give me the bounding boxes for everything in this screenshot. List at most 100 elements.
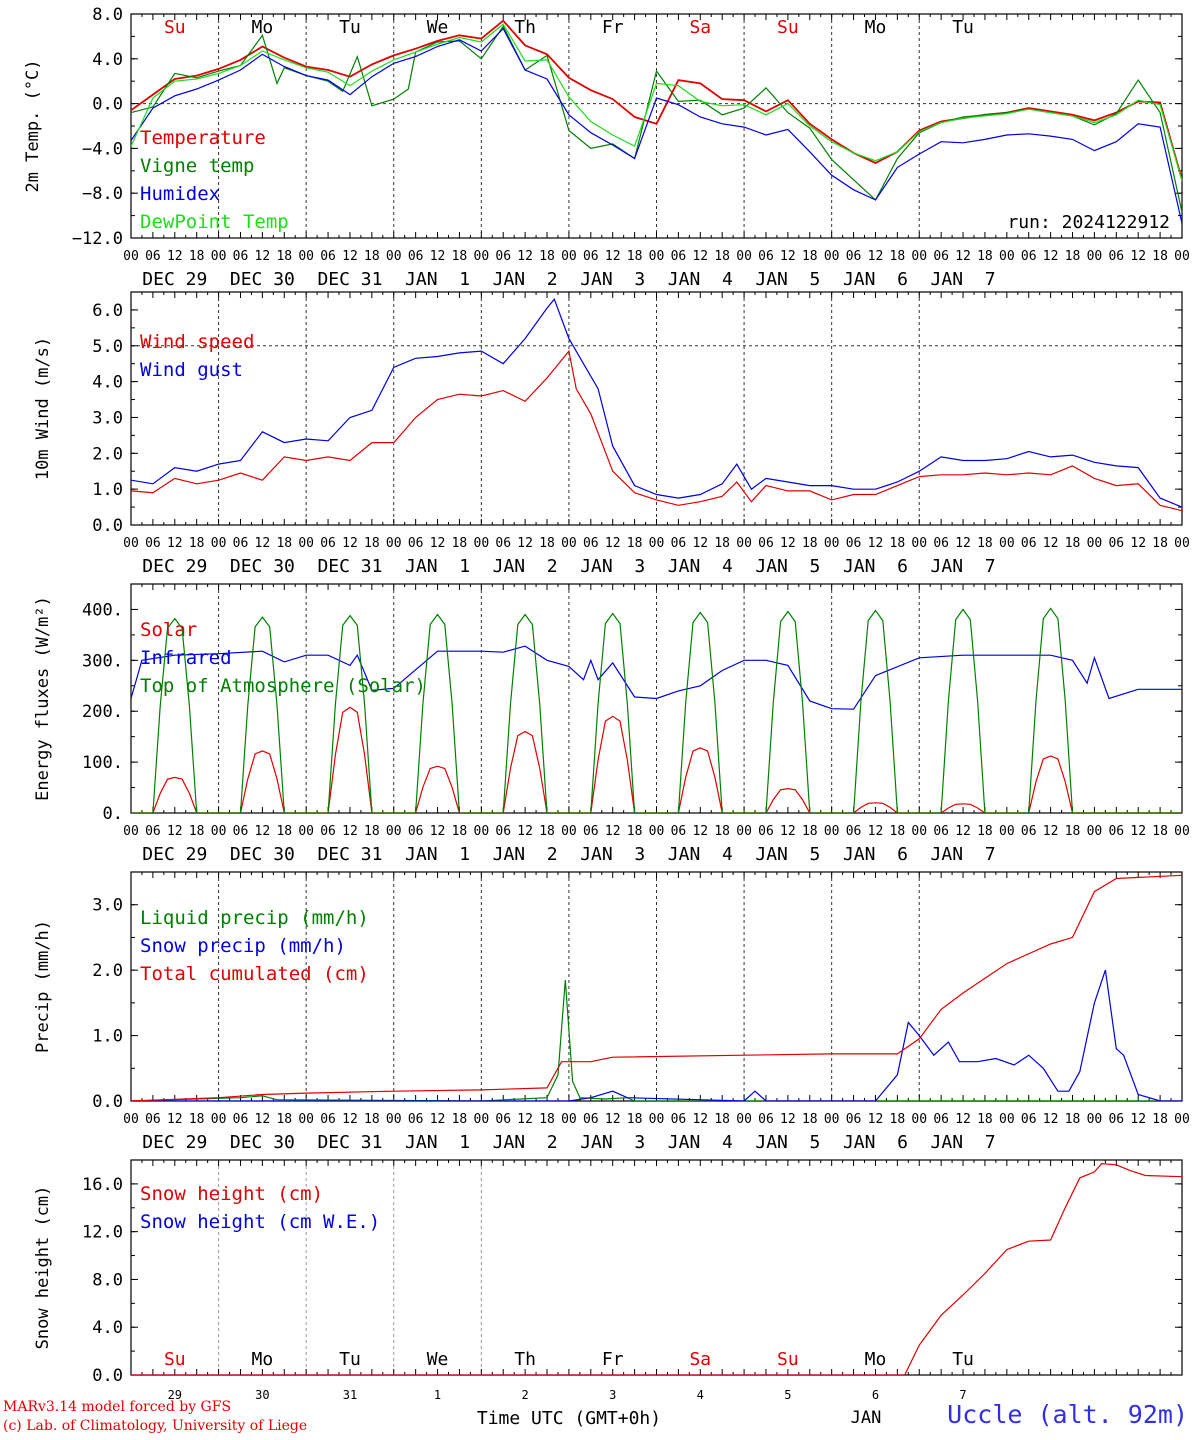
hour-tick-label: 18 — [714, 249, 730, 264]
series-line — [131, 969, 1182, 1101]
hour-tick-label: 18 — [452, 1112, 468, 1127]
day-of-week-label: Su — [777, 17, 799, 38]
hour-tick-label: 12 — [255, 824, 271, 839]
legend-entry: Humidex — [140, 183, 220, 205]
hour-tick-label: 06 — [671, 536, 687, 551]
hour-tick-label: 00 — [561, 824, 577, 839]
hour-tick-label: 06 — [583, 249, 599, 264]
credit-line-1: MARv3.14 model forced by GFS — [3, 1399, 232, 1415]
y-tick-label: 3.0 — [92, 408, 123, 428]
legend-entry: Vigne temp — [140, 155, 254, 177]
hour-tick-label: 18 — [1152, 824, 1168, 839]
hour-tick-label: 06 — [1108, 824, 1124, 839]
hour-tick-label: 00 — [211, 249, 227, 264]
hour-tick-label: 06 — [408, 824, 424, 839]
hour-tick-label: 00 — [911, 824, 927, 839]
y-tick-label: 0.0 — [92, 1366, 123, 1386]
day-of-week-label: We — [427, 17, 449, 38]
series-line — [131, 607, 1182, 813]
day-of-week-label: Su — [164, 17, 186, 38]
date-label: JAN 3 — [580, 1132, 645, 1153]
hour-tick-label: 18 — [364, 824, 380, 839]
hour-tick-label: 00 — [298, 536, 314, 551]
day-number-label: 1 — [434, 1388, 441, 1402]
hour-tick-label: 12 — [1043, 1112, 1059, 1127]
hour-tick-label: 18 — [452, 536, 468, 551]
hour-tick-label: 06 — [320, 249, 336, 264]
date-label: DEC 31 — [317, 844, 382, 865]
hour-tick-label: 18 — [189, 536, 205, 551]
hour-tick-label: 00 — [386, 536, 402, 551]
date-label: JAN 4 — [668, 1132, 733, 1153]
hour-tick-label: 00 — [1087, 1112, 1103, 1127]
hour-tick-label: 12 — [167, 1112, 183, 1127]
hour-tick-label: 06 — [846, 824, 862, 839]
hour-tick-label: 18 — [1152, 249, 1168, 264]
day-of-week-label: We — [427, 1349, 449, 1370]
day-of-week-label: Mo — [865, 1349, 887, 1370]
hour-tick-label: 06 — [145, 536, 161, 551]
hour-tick-label: 18 — [1065, 824, 1081, 839]
series-line — [131, 23, 1182, 182]
hour-tick-label: 18 — [452, 249, 468, 264]
hour-tick-label: 06 — [233, 1112, 249, 1127]
hour-tick-label: 18 — [276, 1112, 292, 1127]
legend-entry: Top of Atmosphere (Solar) — [140, 675, 426, 697]
hour-tick-label: 18 — [977, 249, 993, 264]
hour-tick-label: 18 — [452, 824, 468, 839]
day-of-week-label: Th — [514, 17, 536, 38]
hour-tick-label: 06 — [1021, 536, 1037, 551]
hour-tick-label: 12 — [1130, 824, 1146, 839]
y-tick-label: 8.0 — [92, 1270, 123, 1290]
hour-tick-label: 12 — [868, 824, 884, 839]
y-tick-label: 3.0 — [92, 896, 123, 916]
hour-tick-label: 00 — [1087, 536, 1103, 551]
hour-tick-label: 18 — [276, 249, 292, 264]
hour-tick-label: 00 — [649, 536, 665, 551]
date-label: JAN 4 — [668, 269, 733, 290]
series-line — [131, 349, 1182, 512]
hour-tick-label: 12 — [780, 536, 796, 551]
date-label: JAN 7 — [931, 1132, 996, 1153]
hour-tick-label: 00 — [1174, 824, 1190, 839]
hour-tick-label: 06 — [495, 249, 511, 264]
date-label: JAN 5 — [755, 556, 820, 577]
hour-tick-label: 12 — [430, 824, 446, 839]
hour-tick-label: 06 — [846, 536, 862, 551]
hour-tick-label: 18 — [977, 824, 993, 839]
day-number-label: 4 — [697, 1388, 704, 1402]
hour-tick-label: 06 — [583, 1112, 599, 1127]
legend-entry: Temperature — [140, 127, 266, 149]
series-line — [131, 874, 1182, 1101]
hour-tick-label: 12 — [1043, 824, 1059, 839]
date-label: JAN 7 — [931, 556, 996, 577]
hour-tick-label: 12 — [605, 536, 621, 551]
hour-tick-label: 12 — [255, 249, 271, 264]
y-tick-label: 2.0 — [92, 961, 123, 981]
hour-tick-label: 12 — [868, 536, 884, 551]
hour-tick-label: 00 — [123, 249, 139, 264]
hour-tick-label: 12 — [692, 536, 708, 551]
y-tick-label: 4.0 — [92, 50, 123, 70]
y-tick-label: 100. — [82, 753, 123, 773]
day-of-week-label: Fr — [602, 17, 624, 38]
day-number-label: 30 — [255, 1388, 269, 1402]
hour-tick-label: 06 — [671, 249, 687, 264]
date-label: DEC 30 — [230, 556, 295, 577]
hour-tick-label: 00 — [298, 249, 314, 264]
hour-tick-label: 00 — [999, 824, 1015, 839]
chart-panel-2: 6.0 5.0 4.0 3.0 2.0 1.0 0.0 10m Wind (m/s) 00 06 1… — [33, 291, 1190, 577]
hour-tick-label: 12 — [517, 824, 533, 839]
legend-entry: Total cumulated (cm) — [140, 963, 369, 985]
legend-entry: Infrared — [140, 647, 232, 669]
hour-tick-label: 12 — [430, 1112, 446, 1127]
hour-tick-label: 00 — [1174, 1112, 1190, 1127]
hour-tick-label: 06 — [933, 824, 949, 839]
hour-tick-label: 06 — [671, 824, 687, 839]
date-label: JAN 2 — [493, 1132, 558, 1153]
hour-tick-label: 12 — [167, 824, 183, 839]
date-label: JAN 1 — [405, 1132, 470, 1153]
date-label: JAN 2 — [493, 269, 558, 290]
date-label: JAN 2 — [493, 844, 558, 865]
